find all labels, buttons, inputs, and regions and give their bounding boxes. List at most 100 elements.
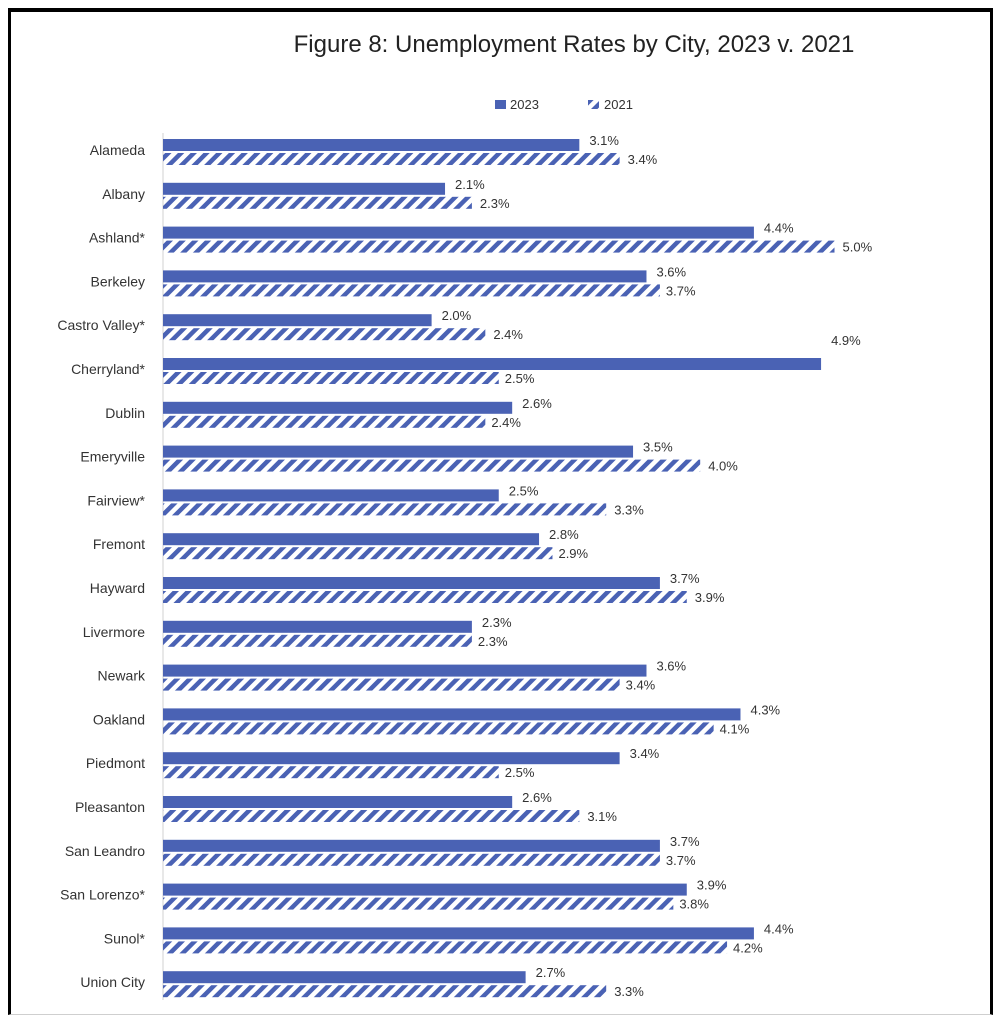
bar-2023 bbox=[163, 796, 513, 808]
bar-2021 bbox=[163, 196, 472, 209]
legend-swatch-2021 bbox=[588, 100, 599, 109]
bar-2021 bbox=[163, 284, 660, 297]
data-label-2021: 2.3% bbox=[480, 196, 510, 211]
category-label: Castro Valley* bbox=[57, 317, 145, 333]
category-label: Sunol* bbox=[104, 930, 146, 946]
bar-2023 bbox=[163, 533, 540, 546]
data-label-2021: 5.0% bbox=[843, 240, 873, 255]
bar-2021 bbox=[163, 415, 486, 428]
data-label-2021: 4.1% bbox=[720, 721, 750, 736]
legend-label-2023: 2023 bbox=[510, 97, 539, 112]
data-label-2023: 3.6% bbox=[656, 264, 686, 279]
bar-2021 bbox=[163, 328, 486, 341]
category-label: Emeryville bbox=[80, 449, 145, 465]
bar-2021 bbox=[163, 985, 607, 998]
chart-title: Figure 8: Unemployment Rates by City, 20… bbox=[294, 31, 855, 58]
data-label-2023: 2.8% bbox=[549, 527, 579, 542]
category-label: Fremont bbox=[93, 536, 145, 552]
bar-2023 bbox=[163, 445, 634, 458]
data-label-2021: 2.4% bbox=[491, 415, 521, 430]
bar-2023 bbox=[163, 139, 580, 151]
data-label-2023: 2.6% bbox=[522, 396, 552, 411]
bar-2023 bbox=[163, 752, 620, 765]
data-label-2021: 4.2% bbox=[733, 940, 763, 955]
bar-2021 bbox=[163, 722, 714, 735]
data-label-2023: 3.7% bbox=[670, 834, 700, 849]
legend: 2023 2021 bbox=[495, 97, 633, 112]
bar-2023 bbox=[163, 577, 660, 589]
bar-2023 bbox=[163, 358, 822, 370]
category-label: San Leandro bbox=[65, 843, 145, 859]
data-label-2023: 2.7% bbox=[536, 965, 566, 980]
category-label: Albany bbox=[102, 186, 145, 202]
data-label-2021: 3.4% bbox=[628, 152, 658, 167]
data-label-2023: 2.0% bbox=[442, 308, 472, 323]
bar-2023 bbox=[163, 708, 741, 721]
category-label: Union City bbox=[80, 974, 145, 990]
category-label: San Lorenzo* bbox=[60, 887, 145, 903]
category-label: Fairview* bbox=[87, 492, 145, 508]
category-label: Ashland* bbox=[89, 230, 146, 246]
data-label-2021: 2.4% bbox=[493, 327, 523, 342]
data-label-2023: 4.4% bbox=[764, 221, 794, 236]
bar-2021 bbox=[163, 240, 835, 253]
bar-2021 bbox=[163, 941, 728, 954]
data-label-2021: 3.7% bbox=[666, 283, 696, 298]
bar-2021 bbox=[163, 853, 660, 866]
bar-2021 bbox=[163, 810, 580, 822]
bar-2023 bbox=[163, 927, 754, 940]
bar-2023 bbox=[163, 971, 526, 984]
legend-label-2021: 2021 bbox=[604, 97, 633, 112]
data-label-2023: 4.9% bbox=[831, 333, 861, 348]
bar-2021 bbox=[163, 503, 607, 516]
data-label-2023: 3.5% bbox=[643, 440, 673, 455]
bar-2021 bbox=[163, 897, 674, 910]
bar-2023 bbox=[163, 839, 660, 852]
bar-2021 bbox=[163, 547, 553, 560]
category-label: Livermore bbox=[83, 624, 145, 640]
bar-2023 bbox=[163, 314, 432, 327]
data-label-2021: 4.0% bbox=[708, 459, 738, 474]
data-label-2021: 2.5% bbox=[505, 765, 535, 780]
category-label: Berkeley bbox=[91, 273, 145, 289]
category-label: Piedmont bbox=[86, 755, 145, 771]
bar-2023 bbox=[163, 270, 647, 283]
data-label-2023: 2.1% bbox=[455, 177, 485, 192]
bar-2023 bbox=[163, 182, 446, 195]
legend-swatch-2023 bbox=[495, 100, 506, 109]
data-label-2021: 3.7% bbox=[666, 853, 696, 868]
data-label-2021: 3.4% bbox=[626, 678, 656, 693]
data-label-2021: 3.8% bbox=[679, 897, 709, 912]
category-label: Oakland bbox=[93, 711, 145, 727]
category-label: Pleasanton bbox=[75, 799, 145, 815]
data-label-2023: 2.5% bbox=[509, 483, 539, 498]
category-label: Cherryland* bbox=[71, 361, 145, 377]
category-label: Dublin bbox=[105, 405, 145, 421]
data-label-2023: 2.6% bbox=[522, 790, 552, 805]
bar-2021 bbox=[163, 153, 620, 165]
bar-2023 bbox=[163, 883, 687, 896]
data-label-2023: 3.4% bbox=[630, 746, 660, 761]
bar-2023 bbox=[163, 620, 472, 633]
bar-2021 bbox=[163, 678, 620, 691]
data-label-2023: 3.6% bbox=[656, 659, 686, 674]
data-label-2021: 2.5% bbox=[505, 371, 535, 386]
data-label-2023: 3.7% bbox=[670, 571, 700, 586]
data-label-2021: 3.3% bbox=[614, 502, 644, 517]
data-label-2021: 2.9% bbox=[558, 546, 588, 561]
bar-2021 bbox=[163, 459, 701, 472]
data-label-2021: 2.3% bbox=[478, 634, 508, 649]
data-label-2023: 3.1% bbox=[589, 133, 619, 148]
bar-2023 bbox=[163, 226, 754, 239]
category-label: Hayward bbox=[90, 580, 145, 596]
data-label-2021: 3.3% bbox=[614, 984, 644, 999]
data-label-2023: 4.4% bbox=[764, 921, 794, 936]
bar-2021 bbox=[163, 634, 472, 647]
data-label-2021: 3.9% bbox=[695, 590, 725, 605]
bar-2021 bbox=[163, 766, 499, 779]
bar-2021 bbox=[163, 372, 499, 384]
bar-2023 bbox=[163, 401, 513, 414]
data-label-2023: 3.9% bbox=[697, 878, 727, 893]
category-label: Alameda bbox=[90, 142, 145, 158]
